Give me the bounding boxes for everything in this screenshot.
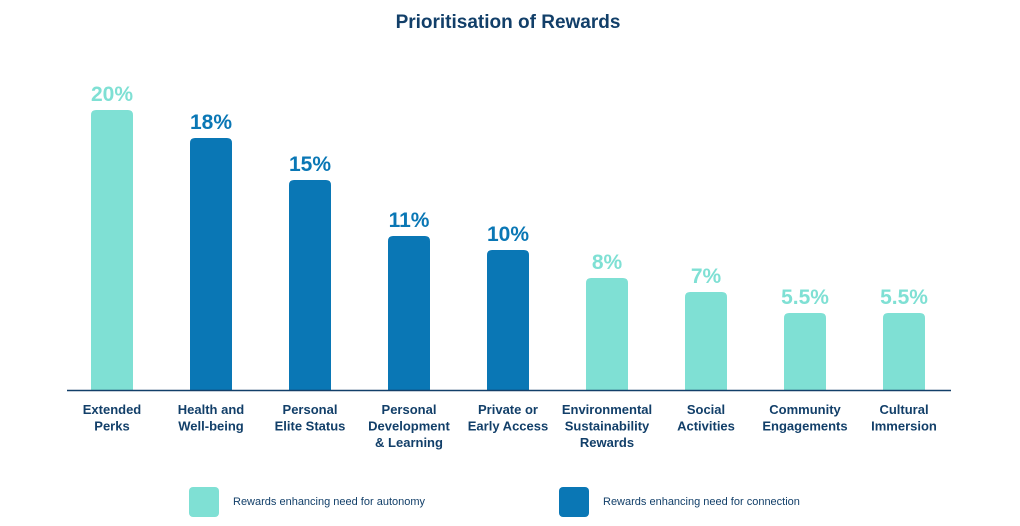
tick-label: Well-being bbox=[178, 419, 244, 434]
bar bbox=[784, 313, 826, 390]
tick-label: Personal bbox=[382, 402, 437, 417]
chart-title: Prioritisation of Rewards bbox=[395, 12, 621, 33]
bar bbox=[190, 138, 232, 390]
bar bbox=[586, 278, 628, 390]
tick-label: & Learning bbox=[375, 435, 443, 450]
tick-label: Private or bbox=[478, 402, 538, 417]
legend-item-connection: Rewards enhancing need for connection bbox=[559, 486, 800, 518]
legend-swatch-connection bbox=[559, 487, 589, 517]
tick-label: Engagements bbox=[762, 419, 847, 434]
bar bbox=[487, 250, 529, 390]
data-label: 20% bbox=[91, 83, 133, 106]
legend-item-autonomy: Rewards enhancing need for autonomy bbox=[189, 486, 425, 518]
legend-swatch-autonomy bbox=[189, 487, 219, 517]
tick-label: Social bbox=[687, 402, 725, 417]
legend-label-connection: Rewards enhancing need for connection bbox=[603, 496, 800, 508]
tick-label: Early Access bbox=[468, 419, 548, 434]
tick-label: Community bbox=[769, 402, 841, 417]
tick-label: Sustainability bbox=[565, 419, 650, 434]
bar bbox=[91, 110, 133, 390]
bar bbox=[388, 236, 430, 390]
data-label: 18% bbox=[190, 111, 232, 134]
tick-label: Elite Status bbox=[275, 419, 346, 434]
tick-label: Personal bbox=[283, 402, 338, 417]
bar bbox=[289, 180, 331, 390]
tick-label: Cultural bbox=[879, 402, 928, 417]
tick-label: Rewards bbox=[580, 435, 634, 450]
data-label: 5.5% bbox=[880, 286, 928, 309]
data-label: 5.5% bbox=[781, 286, 829, 309]
bar bbox=[883, 313, 925, 390]
tick-label: Extended bbox=[83, 402, 142, 417]
data-label: 15% bbox=[289, 153, 331, 176]
tick-label: Environmental bbox=[562, 402, 652, 417]
tick-label: Activities bbox=[677, 419, 735, 434]
bar bbox=[685, 292, 727, 390]
tick-label: Health and bbox=[178, 402, 245, 417]
data-label: 10% bbox=[487, 223, 529, 246]
legend-label-autonomy: Rewards enhancing need for autonomy bbox=[233, 496, 426, 508]
tick-label: Development bbox=[368, 419, 450, 434]
tick-label: Immersion bbox=[871, 419, 937, 434]
data-label: 11% bbox=[389, 209, 430, 232]
data-label: 7% bbox=[691, 265, 722, 288]
data-label: 8% bbox=[592, 251, 623, 274]
tick-label: Perks bbox=[94, 419, 129, 434]
